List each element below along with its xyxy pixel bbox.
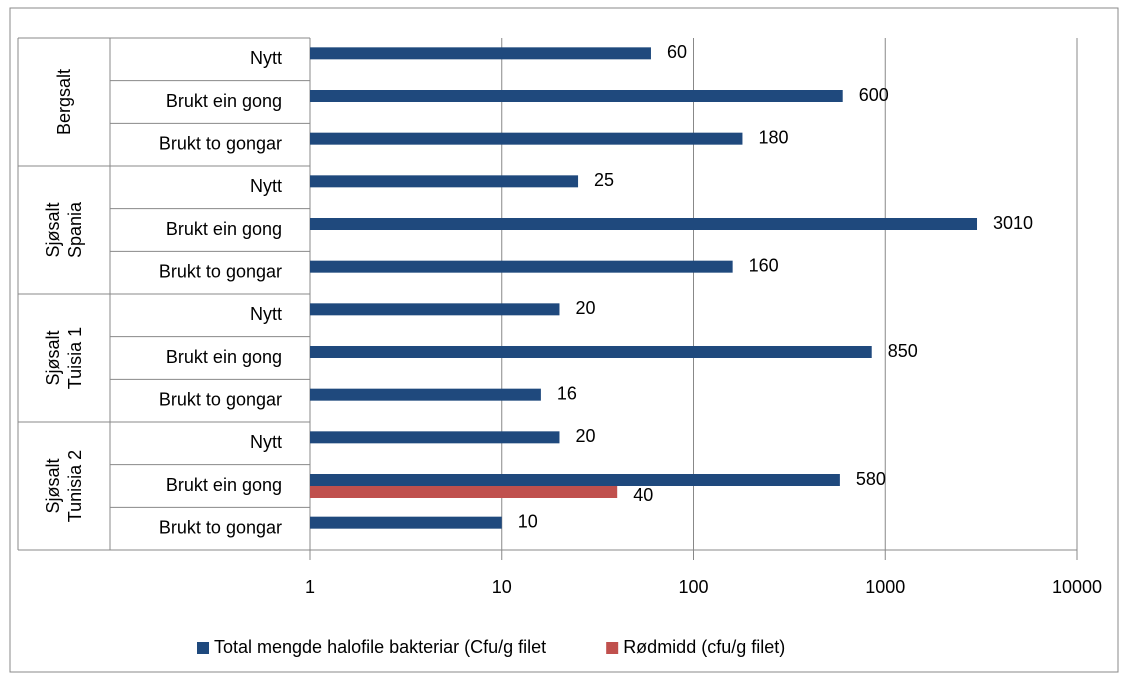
data-label: 20 (575, 426, 595, 446)
y-tick-label: Nytt (250, 176, 282, 196)
data-label: 25 (594, 170, 614, 190)
bar (310, 346, 872, 358)
data-label: 580 (856, 469, 886, 489)
y-tick-label: Brukt ein gong (166, 347, 282, 367)
group-label-text: Bergsalt (54, 68, 74, 136)
y-tick-label: Brukt to gongar (159, 517, 282, 537)
group-label: Bergsalt (18, 38, 110, 166)
chart-border (9, 7, 1119, 673)
data-label: 60 (667, 42, 687, 62)
bar (310, 474, 840, 486)
x-tick-label: 1 (305, 577, 315, 597)
group-label-text: Sjøsalt Tuisia 1 (43, 326, 85, 390)
y-tick-label: Brukt ein gong (166, 219, 282, 239)
bar (310, 260, 733, 273)
group-label: Sjøsalt Spania (18, 166, 110, 294)
x-tick-label: 1000 (865, 577, 905, 597)
group-label: Sjøsalt Tunisia 2 (18, 422, 110, 550)
y-tick-label: Brukt to gongar (159, 389, 282, 409)
y-tick-label: Nytt (250, 432, 282, 452)
group-label-text: Sjøsalt Spania (43, 201, 85, 259)
legend-label: Rødmidd (cfu/g filet) (623, 637, 785, 657)
y-tick-label: Nytt (250, 304, 282, 324)
x-tick-label: 10000 (1052, 577, 1102, 597)
y-tick-label: Brukt ein gong (166, 475, 282, 495)
legend-swatch (197, 642, 209, 654)
x-tick-label: 10 (492, 577, 512, 597)
bar (310, 175, 579, 188)
data-label: 600 (859, 85, 889, 105)
bar (310, 132, 743, 145)
legend-label: Total mengde halofile bakteriar (Cfu/g f… (214, 637, 546, 657)
legend-swatch (606, 642, 619, 654)
bar (310, 47, 651, 60)
bar (310, 431, 560, 444)
y-tick-label: Brukt to gongar (159, 261, 282, 281)
data-label: 850 (888, 341, 918, 361)
y-tick-label: Nytt (250, 48, 282, 68)
data-label: 3010 (993, 213, 1033, 233)
group-label-text: Sjøsalt Tunisia 2 (43, 449, 85, 523)
data-label: 180 (758, 127, 788, 147)
bar (310, 303, 560, 316)
data-label: 20 (575, 298, 595, 318)
data-label: 10 (518, 511, 538, 531)
y-tick-label: Brukt ein gong (166, 91, 282, 111)
data-label: 16 (557, 383, 577, 403)
bar (310, 486, 618, 498)
bar (310, 516, 502, 529)
y-tick-label: Brukt to gongar (159, 133, 282, 153)
group-label: Sjøsalt Tuisia 1 (18, 294, 110, 422)
bar (310, 218, 978, 230)
x-tick-label: 100 (678, 577, 708, 597)
bar (310, 388, 541, 401)
data-label: 40 (633, 485, 653, 505)
bar (310, 90, 843, 102)
data-label: 160 (749, 255, 779, 275)
